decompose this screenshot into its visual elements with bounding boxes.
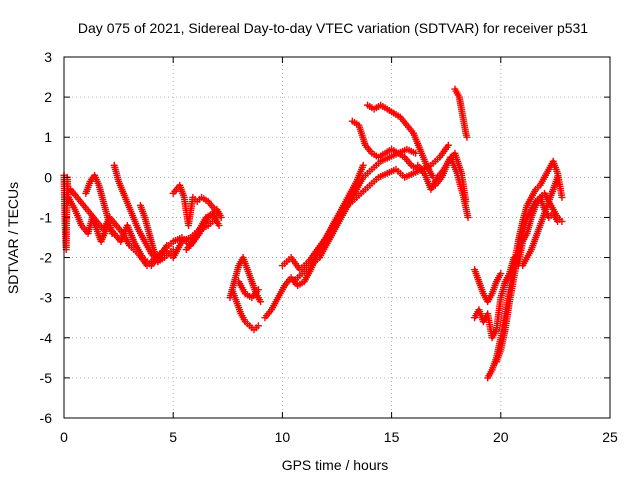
series-arc-n bbox=[289, 145, 420, 286]
y-tick-label: 2 bbox=[44, 89, 52, 105]
chart-title: Day 075 of 2021, Sidereal Day-to-day VTE… bbox=[78, 20, 588, 36]
x-tick-label: 5 bbox=[169, 429, 177, 445]
x-tick-label: 0 bbox=[60, 429, 68, 445]
series-arc-f bbox=[136, 201, 171, 266]
data-point bbox=[215, 221, 223, 229]
data-marks bbox=[60, 85, 566, 382]
series-arc-u bbox=[471, 266, 505, 306]
data-point bbox=[257, 298, 265, 306]
data-point bbox=[217, 213, 225, 221]
data-point bbox=[108, 229, 116, 237]
series-arc-k bbox=[235, 278, 262, 302]
y-tick-label: -5 bbox=[40, 370, 53, 386]
plot-frame bbox=[63, 56, 611, 419]
data-point bbox=[215, 209, 223, 217]
y-tick-labels: -6 -5 -4 -3 -2 -1 0 1 2 3 bbox=[40, 49, 53, 426]
y-tick-label: 0 bbox=[44, 169, 52, 185]
series-arc-p bbox=[364, 101, 437, 181]
y-tick-label: -4 bbox=[40, 330, 53, 346]
y-tick-label: 3 bbox=[44, 49, 52, 65]
x-tick-label: 25 bbox=[602, 429, 618, 445]
data-point bbox=[412, 149, 420, 157]
data-point bbox=[554, 173, 562, 181]
data-point bbox=[554, 217, 562, 225]
series-arc-g bbox=[169, 181, 223, 229]
data-point bbox=[169, 246, 177, 254]
y-tick-label: 1 bbox=[44, 129, 52, 145]
series-arc-x bbox=[519, 173, 562, 270]
y-tick-label: -3 bbox=[40, 290, 53, 306]
data-point bbox=[444, 141, 452, 149]
series-arc-l bbox=[261, 161, 367, 322]
data-point bbox=[558, 193, 566, 201]
data-point bbox=[163, 242, 171, 250]
data-point bbox=[254, 286, 262, 294]
series-arc-r bbox=[431, 149, 470, 205]
x-axis-label: GPS time / hours bbox=[282, 457, 389, 473]
series-arc-h bbox=[182, 209, 223, 254]
data-point bbox=[359, 161, 367, 169]
series-arc-d bbox=[82, 171, 116, 237]
x-tick-label: 10 bbox=[275, 429, 291, 445]
data-point bbox=[497, 270, 505, 278]
series-arc-e bbox=[110, 161, 177, 266]
series-arc-j bbox=[228, 286, 262, 334]
series-arc-a bbox=[60, 171, 72, 254]
y-axis-label: SDTVAR / TECUs bbox=[5, 182, 21, 294]
y-tick-label: -2 bbox=[40, 250, 53, 266]
data-point bbox=[254, 322, 262, 330]
series-arc-s bbox=[451, 85, 471, 141]
x-tick-label: 15 bbox=[384, 429, 400, 445]
data-point bbox=[463, 133, 471, 141]
x-tick-labels: 0 5 10 15 20 25 bbox=[60, 429, 618, 445]
y-tick-label: -1 bbox=[40, 209, 53, 225]
axis-ticks bbox=[63, 56, 611, 419]
y-tick-label: -6 bbox=[40, 410, 53, 426]
data-point bbox=[462, 197, 470, 205]
x-tick-label: 20 bbox=[493, 429, 509, 445]
data-point bbox=[464, 213, 472, 221]
